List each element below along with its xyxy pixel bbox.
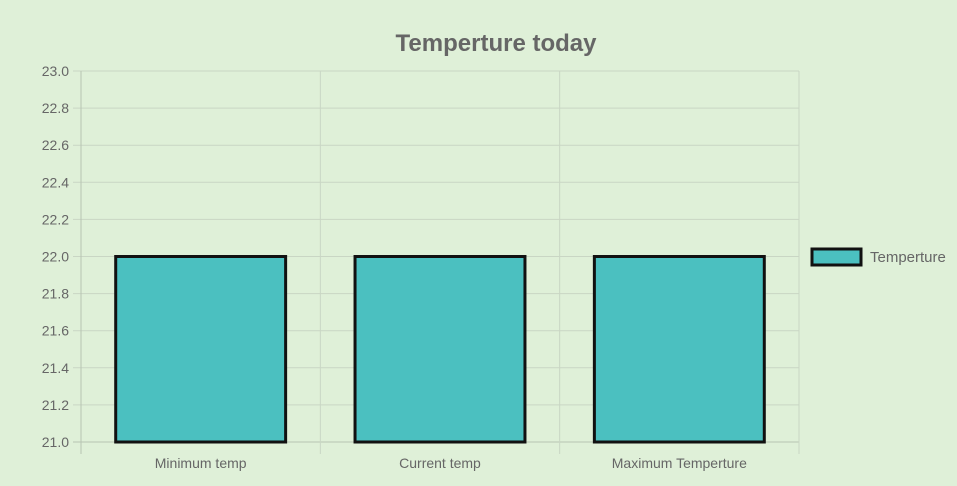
y-tick-label: 22.0	[42, 249, 69, 265]
x-tick-label: Maximum Temperture	[612, 455, 747, 471]
y-tick-label: 22.6	[42, 137, 69, 153]
y-tick-label: 21.6	[42, 323, 69, 339]
x-tick-label: Minimum temp	[155, 455, 247, 471]
chart-title: Temperture today	[396, 30, 598, 57]
y-tick-label: 21.0	[42, 434, 69, 450]
y-tick-label: 21.8	[42, 286, 69, 302]
y-axis-ticks: 21.0 21.2 21.4 21.6 21.8 22.0 22.2 22.4 22.6 22.8…	[42, 63, 69, 450]
y-tick-label: 21.2	[42, 397, 69, 413]
y-tick-label: 22.8	[42, 100, 69, 116]
legend[interactable]: Temperture	[810, 247, 946, 267]
x-axis-ticks: Minimum temp Current temp Maximum Tempertu…	[155, 455, 747, 471]
bar[interactable]	[592, 255, 766, 444]
legend-swatch[interactable]	[810, 247, 863, 267]
x-tick-label: Current temp	[399, 455, 481, 471]
bar[interactable]	[114, 255, 288, 444]
legend-label[interactable]: Temperture	[870, 249, 946, 266]
y-tick-label: 22.2	[42, 211, 69, 227]
y-tick-label: 21.4	[42, 360, 69, 376]
y-tick-label: 22.4	[42, 174, 69, 190]
y-tick-label: 23.0	[42, 63, 69, 79]
bars	[114, 255, 766, 444]
bar[interactable]	[353, 255, 527, 444]
